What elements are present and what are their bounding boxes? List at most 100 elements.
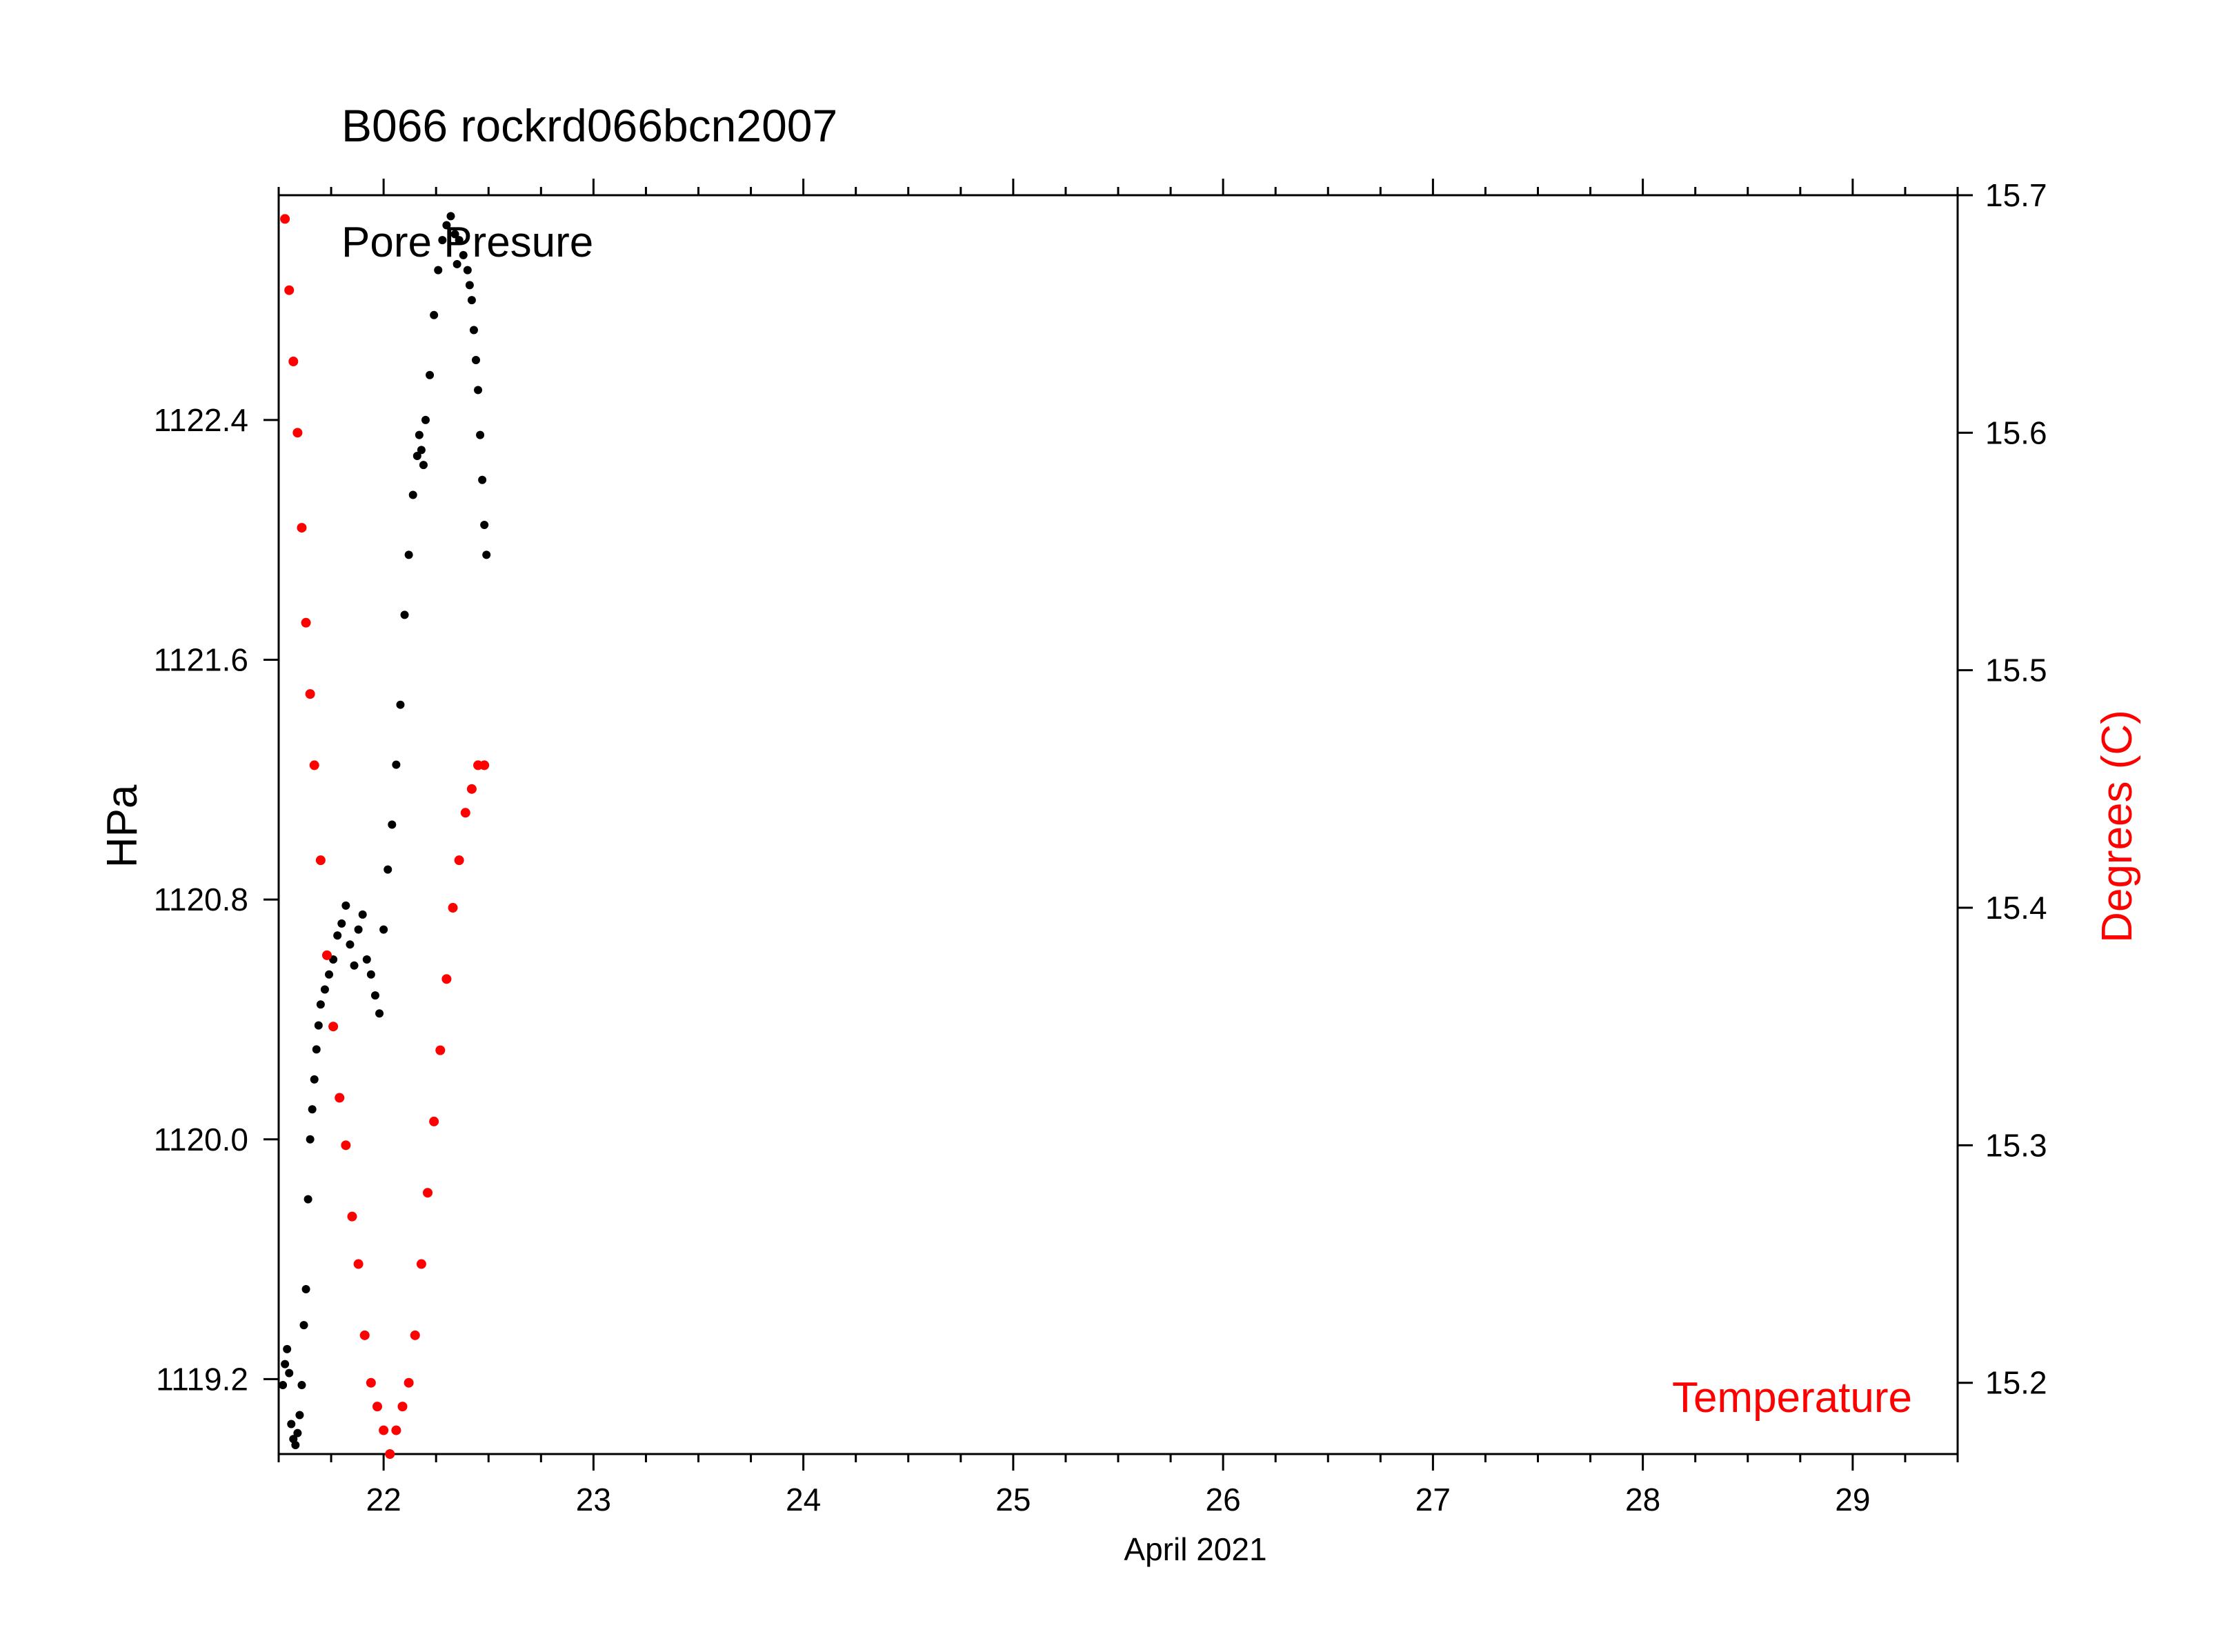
pressure-point bbox=[426, 370, 435, 379]
pressure-point bbox=[301, 1285, 310, 1294]
y-axis-right-label: Degrees (C) bbox=[2094, 710, 2141, 943]
pressure-point bbox=[471, 355, 480, 364]
pressure-point bbox=[434, 266, 443, 275]
pressure-point bbox=[417, 446, 426, 455]
pressure-point bbox=[476, 430, 485, 439]
temperature-point bbox=[429, 1116, 439, 1126]
temperature-point bbox=[321, 950, 332, 960]
pressure-point bbox=[346, 940, 355, 949]
pressure-point bbox=[384, 865, 392, 874]
temperature-point bbox=[297, 523, 307, 533]
annotation-pore-presure: Pore Presure bbox=[341, 219, 593, 266]
pressure-point bbox=[412, 452, 421, 461]
pressure-point bbox=[388, 820, 397, 829]
pressure-point bbox=[304, 1195, 312, 1204]
pressure-point bbox=[287, 1420, 296, 1429]
pressure-point bbox=[299, 1321, 308, 1330]
pressure-point bbox=[438, 236, 447, 245]
y-left-tick-label: 1120.8 bbox=[154, 882, 248, 917]
pressure-point bbox=[467, 296, 476, 305]
pressure-point bbox=[316, 1000, 325, 1009]
y-right-tick-label: 15.6 bbox=[1985, 415, 2047, 450]
temperature-point bbox=[315, 855, 326, 866]
temperature-point bbox=[366, 1377, 376, 1388]
pressure-point bbox=[463, 266, 472, 275]
y-axis-left: 1119.2 1120.0 1120.8 1121.6 1122.4 bbox=[154, 402, 279, 1397]
y-right-tick-label: 15.4 bbox=[1985, 890, 2047, 926]
pressure-point bbox=[362, 955, 371, 964]
y-left-tick-label: 1120.0 bbox=[154, 1122, 248, 1157]
pressure-point bbox=[474, 386, 483, 395]
pressure-point bbox=[285, 1369, 294, 1377]
temperature-point bbox=[328, 1022, 339, 1032]
x-tick-label: 24 bbox=[786, 1482, 821, 1517]
y-axis-right: 15.2 15.3 15.4 15.5 15.6 15.7 bbox=[1958, 177, 2047, 1401]
temperature-point bbox=[301, 617, 311, 628]
pressure-point bbox=[354, 925, 363, 934]
pressure-point bbox=[421, 415, 430, 424]
pressure-point bbox=[415, 430, 424, 439]
temperature-point bbox=[448, 903, 458, 913]
y-left-tick-label: 1122.4 bbox=[154, 402, 248, 438]
temperature-point bbox=[423, 1188, 433, 1198]
pressure-point bbox=[283, 1344, 292, 1353]
temperature-point bbox=[466, 784, 477, 794]
temperature-point bbox=[284, 285, 295, 295]
temperature-point bbox=[391, 1425, 401, 1435]
pressure-point bbox=[310, 1075, 319, 1084]
x-tick-label: 27 bbox=[1415, 1482, 1451, 1517]
temperature-point bbox=[454, 855, 464, 866]
pressure-point bbox=[312, 1045, 321, 1054]
pressure-point bbox=[325, 970, 334, 979]
x-tick-label: 25 bbox=[995, 1482, 1031, 1517]
temperature-point bbox=[305, 689, 315, 699]
temperature-point bbox=[341, 1140, 351, 1151]
temperature-point bbox=[309, 760, 319, 770]
pressure-point bbox=[455, 236, 464, 245]
pressure-point bbox=[279, 1381, 288, 1390]
pressure-point bbox=[480, 520, 489, 529]
temperature-point bbox=[359, 1330, 370, 1340]
y-left-tick-label: 1121.6 bbox=[154, 642, 248, 678]
pressure-point bbox=[375, 1009, 384, 1018]
temperature-point bbox=[479, 760, 490, 770]
pressure-point bbox=[314, 1021, 323, 1030]
pressure-point bbox=[297, 1381, 306, 1390]
temperature-point bbox=[335, 1093, 345, 1103]
temperature-point bbox=[288, 357, 299, 367]
pressure-point bbox=[281, 1360, 290, 1369]
pressure-point bbox=[358, 910, 367, 919]
y-axis-left-label: HPa bbox=[99, 784, 146, 868]
x-tick-label: 28 bbox=[1625, 1482, 1660, 1517]
pressure-point bbox=[295, 1411, 304, 1420]
temperature-point bbox=[397, 1402, 408, 1412]
series-pore-pressure bbox=[279, 212, 491, 1449]
pressure-point bbox=[379, 925, 388, 934]
pressure-point bbox=[341, 901, 350, 910]
pressure-point bbox=[430, 310, 439, 319]
temperature-point bbox=[372, 1402, 382, 1412]
temperature-point bbox=[292, 428, 303, 438]
pressure-point bbox=[400, 610, 409, 619]
temperature-point bbox=[416, 1259, 426, 1269]
pressure-point bbox=[293, 1429, 302, 1437]
temperature-point bbox=[410, 1330, 420, 1340]
temperature-point bbox=[353, 1259, 364, 1269]
temperature-point bbox=[347, 1211, 357, 1222]
y-right-tick-label: 15.3 bbox=[1985, 1127, 2047, 1163]
pressure-point bbox=[350, 961, 359, 970]
y-right-tick-label: 15.7 bbox=[1985, 177, 2047, 213]
y-left-tick-label: 1119.2 bbox=[156, 1361, 248, 1397]
pressure-point bbox=[291, 1440, 300, 1449]
pressure-point bbox=[392, 760, 401, 769]
temperature-point bbox=[441, 974, 452, 984]
pressure-point bbox=[446, 212, 455, 221]
pressure-point bbox=[370, 991, 379, 1000]
temperature-point bbox=[385, 1449, 395, 1459]
y-right-tick-label: 15.5 bbox=[1985, 653, 2047, 688]
x-axis-label: April 2021 bbox=[1124, 1531, 1266, 1567]
pressure-point bbox=[459, 250, 468, 259]
pressure-point bbox=[453, 259, 461, 268]
pressure-point bbox=[469, 326, 478, 335]
